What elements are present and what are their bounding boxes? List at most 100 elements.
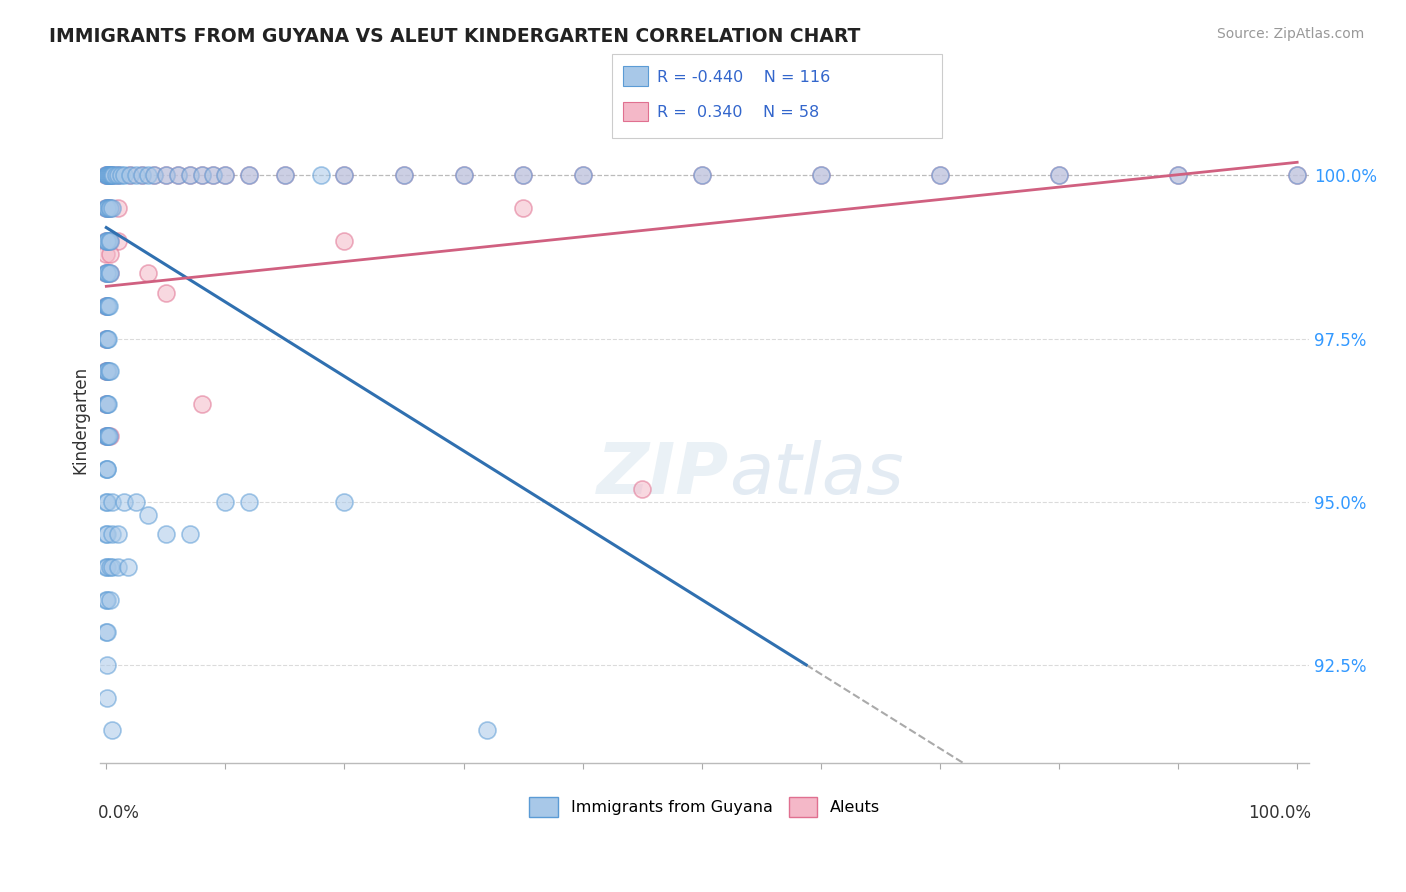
- Point: [101, 169, 124, 183]
- Point: [96, 234, 118, 248]
- Point: [142, 169, 165, 183]
- Point: [1167, 169, 1189, 183]
- Point: [136, 508, 159, 522]
- Point: [179, 169, 201, 183]
- Point: [96, 332, 118, 346]
- Point: [98, 234, 121, 248]
- Point: [96, 462, 118, 476]
- Point: [97, 397, 120, 411]
- Point: [97, 332, 120, 346]
- Point: [97, 299, 120, 313]
- Point: [214, 494, 236, 508]
- Point: [96, 592, 118, 607]
- Point: [98, 266, 121, 280]
- Legend: Immigrants from Guyana, Aleuts: Immigrants from Guyana, Aleuts: [523, 791, 887, 823]
- Point: [477, 723, 499, 738]
- Point: [96, 397, 118, 411]
- Point: [97, 201, 120, 215]
- Point: [928, 169, 950, 183]
- Point: [179, 527, 201, 541]
- Point: [96, 429, 118, 443]
- Point: [96, 234, 118, 248]
- Point: [690, 169, 713, 183]
- Point: [333, 169, 356, 183]
- Point: [1167, 169, 1189, 183]
- Point: [333, 234, 356, 248]
- Point: [928, 169, 950, 183]
- Point: [98, 234, 121, 248]
- Text: IMMIGRANTS FROM GUYANA VS ALEUT KINDERGARTEN CORRELATION CHART: IMMIGRANTS FROM GUYANA VS ALEUT KINDERGA…: [49, 27, 860, 45]
- Point: [97, 364, 120, 378]
- Point: [333, 494, 356, 508]
- Point: [96, 234, 118, 248]
- Point: [96, 201, 118, 215]
- Point: [96, 234, 118, 248]
- Point: [1047, 169, 1070, 183]
- Point: [571, 169, 593, 183]
- Point: [96, 332, 118, 346]
- Point: [238, 169, 260, 183]
- Point: [112, 494, 135, 508]
- Point: [131, 169, 153, 183]
- Point: [96, 169, 118, 183]
- Point: [96, 299, 118, 313]
- Point: [453, 169, 475, 183]
- Text: Source: ZipAtlas.com: Source: ZipAtlas.com: [1216, 27, 1364, 41]
- Point: [96, 625, 118, 640]
- Point: [98, 169, 121, 183]
- Point: [690, 169, 713, 183]
- Point: [97, 169, 120, 183]
- Point: [110, 169, 132, 183]
- Point: [103, 169, 125, 183]
- Point: [97, 234, 120, 248]
- Point: [190, 397, 212, 411]
- Point: [155, 169, 177, 183]
- Point: [96, 625, 118, 640]
- Point: [97, 429, 120, 443]
- Point: [453, 169, 475, 183]
- Point: [104, 169, 127, 183]
- Point: [98, 246, 121, 260]
- Point: [96, 494, 118, 508]
- Point: [125, 169, 148, 183]
- Point: [98, 592, 121, 607]
- Point: [96, 266, 118, 280]
- Point: [96, 690, 118, 705]
- Point: [97, 169, 120, 183]
- Text: atlas: atlas: [728, 441, 904, 509]
- Point: [96, 266, 118, 280]
- Point: [96, 494, 118, 508]
- Point: [571, 169, 593, 183]
- Point: [101, 723, 124, 738]
- Point: [96, 397, 118, 411]
- Point: [96, 364, 118, 378]
- Point: [97, 266, 120, 280]
- Point: [202, 169, 225, 183]
- Text: 0.0%: 0.0%: [98, 804, 139, 822]
- Point: [1286, 169, 1309, 183]
- Point: [101, 201, 124, 215]
- Point: [238, 494, 260, 508]
- Point: [97, 299, 120, 313]
- Point: [96, 332, 118, 346]
- Point: [96, 429, 118, 443]
- Point: [120, 169, 142, 183]
- Point: [98, 266, 121, 280]
- Point: [392, 169, 415, 183]
- Point: [98, 560, 121, 574]
- Point: [155, 285, 177, 300]
- Point: [96, 462, 118, 476]
- Point: [96, 266, 118, 280]
- Point: [136, 169, 159, 183]
- Point: [810, 169, 832, 183]
- Point: [117, 560, 139, 574]
- Point: [107, 169, 129, 183]
- Y-axis label: Kindergarten: Kindergarten: [72, 366, 89, 475]
- Point: [101, 527, 124, 541]
- Point: [107, 201, 129, 215]
- Point: [97, 429, 120, 443]
- Point: [125, 494, 148, 508]
- Point: [96, 266, 118, 280]
- Point: [142, 169, 165, 183]
- Point: [512, 169, 534, 183]
